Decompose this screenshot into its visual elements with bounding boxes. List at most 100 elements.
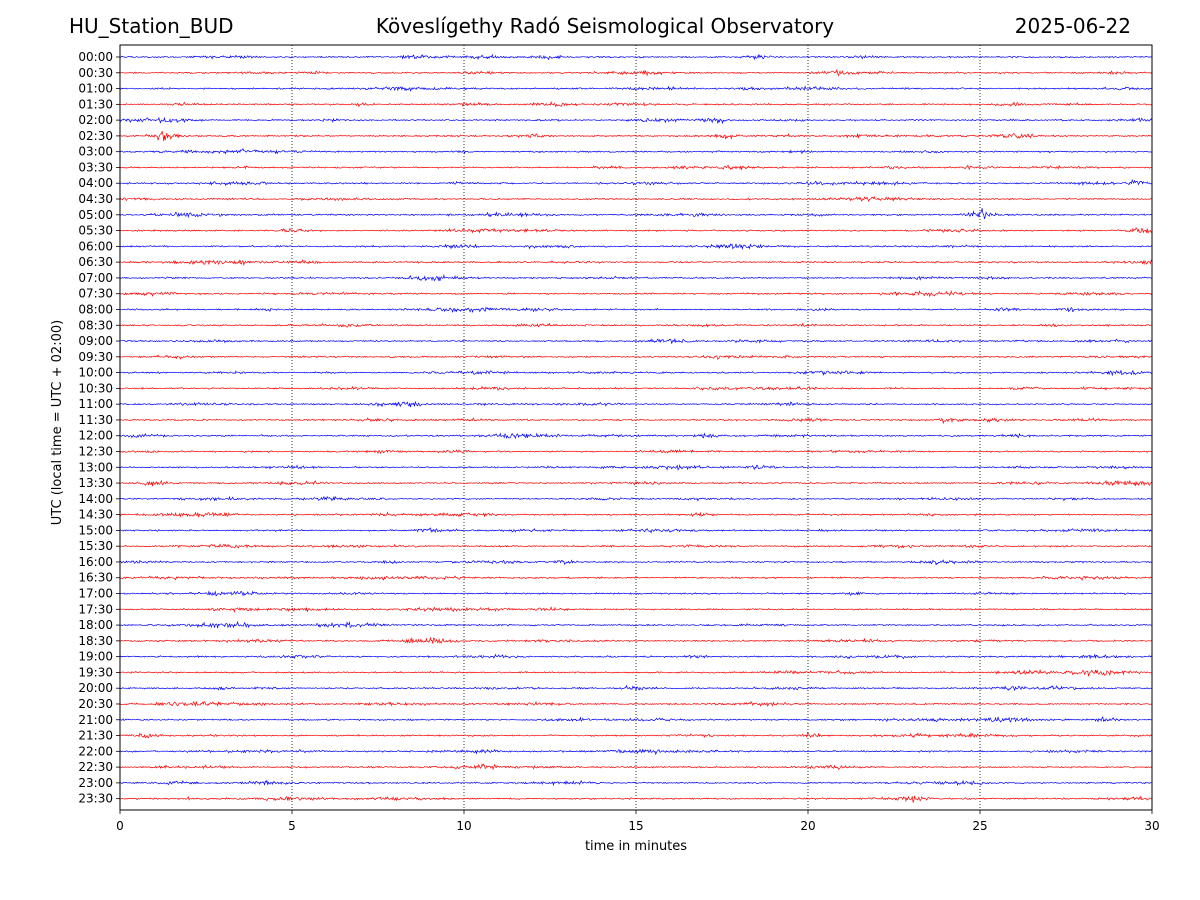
y-tick-label: 11:30 <box>78 413 113 427</box>
trace-2230 <box>119 763 1153 771</box>
x-tick-label: 20 <box>800 819 815 833</box>
y-tick-label: 13:30 <box>78 476 113 490</box>
y-tick-label: 15:30 <box>78 539 113 553</box>
y-tick-label: 15:00 <box>78 523 113 537</box>
y-tick-label: 13:00 <box>78 460 113 474</box>
y-tick-label: 20:30 <box>78 697 113 711</box>
trace-1030 <box>119 385 1153 391</box>
x-tick-label: 15 <box>628 819 643 833</box>
y-tick-label: 14:00 <box>78 492 113 506</box>
trace-1900 <box>119 653 1153 660</box>
trace-0030 <box>119 68 1153 77</box>
y-tick-label: 21:00 <box>78 713 113 727</box>
chart-title: Köveslígethy Radó Seismological Observat… <box>375 14 835 38</box>
trace-0100 <box>119 85 1153 92</box>
y-tick-label: 19:30 <box>78 665 113 679</box>
y-tick-label: 03:00 <box>78 145 113 159</box>
trace-0230 <box>119 130 1153 142</box>
y-tick-label: 02:00 <box>78 113 113 127</box>
trace-1930 <box>119 668 1153 677</box>
trace-0800 <box>120 306 1153 313</box>
x-tick-label: 30 <box>1144 819 1159 833</box>
y-tick-label: 07:00 <box>78 271 113 285</box>
y-tick-label: 11:00 <box>78 397 113 411</box>
trace-1400 <box>119 495 1153 502</box>
y-tick-label: 07:30 <box>78 287 113 301</box>
trace-0000 <box>119 53 1153 61</box>
trace-2030 <box>119 700 1153 708</box>
trace-0300 <box>119 147 1153 155</box>
y-tick-label: 05:00 <box>78 208 113 222</box>
trace-0430 <box>119 195 1153 203</box>
trace-0530 <box>119 227 1153 234</box>
y-tick-label: 09:00 <box>78 334 113 348</box>
trace-0830 <box>119 322 1153 328</box>
y-tick-label: 04:00 <box>78 176 113 190</box>
trace-0700 <box>119 274 1153 282</box>
trace-1730 <box>119 606 1153 613</box>
trace-0930 <box>119 354 1153 361</box>
y-tick-label: 22:30 <box>78 760 113 774</box>
y-tick-label: 06:00 <box>78 239 113 253</box>
y-tick-label: 01:00 <box>78 82 113 96</box>
y-tick-label: 04:30 <box>78 192 113 206</box>
trace-1530 <box>119 543 1153 550</box>
y-tick-label: 14:30 <box>78 508 113 522</box>
trace-2300 <box>119 779 1152 787</box>
trace-0200 <box>119 116 1153 125</box>
y-tick-label: 05:30 <box>78 224 113 238</box>
trace-1800 <box>119 620 1153 629</box>
trace-1500 <box>119 527 1153 534</box>
y-tick-label: 18:30 <box>78 634 113 648</box>
y-tick-label: 03:30 <box>78 160 113 174</box>
y-axis-label: UTC (local time = UTC + 02:00) <box>50 320 65 525</box>
trace-1300 <box>119 464 1153 471</box>
trace-1830 <box>120 636 1153 644</box>
y-tick-label: 10:00 <box>78 366 113 380</box>
trace-1130 <box>119 417 1153 425</box>
trace-1230 <box>119 448 1153 455</box>
trace-1600 <box>119 559 1153 566</box>
y-tick-label: 08:30 <box>78 318 113 332</box>
y-tick-label: 06:30 <box>78 255 113 269</box>
chart-date: 2025-06-22 <box>1014 14 1131 38</box>
y-tick-label: 20:00 <box>78 681 113 695</box>
y-tick-label: 16:30 <box>78 571 113 585</box>
trace-1000 <box>119 369 1153 377</box>
x-tick-label: 10 <box>456 819 471 833</box>
y-tick-label: 16:00 <box>78 555 113 569</box>
trace-0730 <box>119 290 1153 298</box>
trace-1700 <box>119 590 1153 597</box>
trace-0900 <box>120 337 1153 344</box>
x-tick-label: 0 <box>116 819 124 833</box>
trace-0630 <box>120 259 1153 267</box>
y-tick-label: 19:00 <box>78 650 113 664</box>
x-axis-label: time in minutes <box>585 839 687 854</box>
trace-0400 <box>119 178 1153 187</box>
trace-1630 <box>119 575 1153 582</box>
trace-1330 <box>119 479 1153 487</box>
y-tick-label: 23:30 <box>78 792 113 806</box>
y-tick-label: 23:00 <box>78 776 113 790</box>
x-tick-label: 25 <box>972 819 987 833</box>
y-tick-label: 17:00 <box>78 587 113 601</box>
y-tick-label: 10:30 <box>78 381 113 395</box>
trace-0330 <box>119 164 1153 171</box>
y-tick-label: 08:00 <box>78 302 113 316</box>
y-tick-label: 00:00 <box>78 50 113 64</box>
y-tick-label: 17:30 <box>78 602 113 616</box>
trace-0600 <box>119 243 1152 251</box>
y-tick-label: 09:30 <box>78 350 113 364</box>
y-tick-label: 02:30 <box>78 129 113 143</box>
y-tick-label: 12:30 <box>78 445 113 459</box>
y-tick-label: 01:30 <box>78 97 113 111</box>
trace-1100 <box>119 400 1153 408</box>
trace-2000 <box>119 684 1153 692</box>
x-tick-label: 5 <box>288 819 296 833</box>
trace-2200 <box>120 748 1153 756</box>
trace-2330 <box>119 795 1153 803</box>
y-tick-label: 12:00 <box>78 429 113 443</box>
trace-2100 <box>119 716 1153 723</box>
station-name: HU_Station_BUD <box>69 14 234 38</box>
